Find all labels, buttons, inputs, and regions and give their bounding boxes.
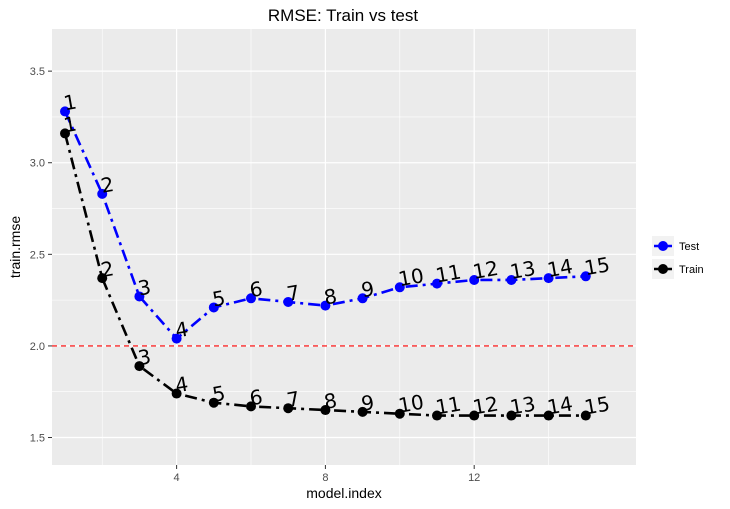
test-point — [394, 282, 405, 293]
train-point — [357, 406, 368, 417]
test-point-label: 13 — [508, 256, 537, 284]
x-axis-title: model.index — [306, 485, 382, 501]
test-point-label: 7 — [285, 280, 302, 306]
test-point — [357, 293, 368, 304]
train-point-label: 7 — [285, 386, 302, 412]
train-point-label: 9 — [359, 390, 376, 416]
train-point — [320, 405, 331, 416]
train-point-label: 11 — [434, 391, 463, 419]
train-point — [469, 410, 480, 421]
y-tick-label: 3.5 — [30, 66, 45, 78]
test-point-label: 11 — [434, 260, 463, 288]
train-point — [580, 410, 591, 421]
test-point — [246, 293, 257, 304]
train-point — [134, 361, 145, 372]
train-point — [431, 410, 442, 421]
y-axis: 1.5 2.0 2.5 3.0 3.5 — [30, 66, 52, 445]
train-point — [171, 388, 182, 399]
y-tick-label: 2.5 — [30, 249, 45, 261]
train-point — [60, 128, 71, 139]
y-tick-label: 1.5 — [30, 433, 45, 445]
major-gridlines — [52, 29, 636, 465]
train-point-label: 5 — [211, 381, 228, 407]
test-point-label: 4 — [173, 317, 190, 343]
train-point — [97, 273, 108, 284]
test-point-label: 8 — [322, 284, 339, 310]
series-points — [60, 106, 591, 421]
test-point — [97, 188, 108, 199]
test-point-label: 9 — [359, 276, 376, 302]
train-point — [283, 403, 294, 414]
plot-panel — [52, 29, 636, 465]
minor-gridlines — [52, 29, 636, 465]
x-axis: 4 8 12 — [174, 465, 480, 484]
train-point-label: 3 — [136, 344, 153, 370]
train-point-label: 1 — [62, 111, 79, 137]
test-point — [431, 278, 442, 289]
test-point-label: 15 — [582, 252, 611, 280]
train-legend-label: Train — [679, 264, 704, 276]
train-point-label: 2 — [99, 256, 116, 282]
test-point — [134, 291, 145, 302]
train-legend-point — [658, 264, 668, 274]
train-point-label: 15 — [582, 391, 611, 419]
train-point — [208, 397, 219, 408]
train-point-label: 14 — [545, 391, 574, 419]
train-point-label: 4 — [173, 372, 190, 398]
train-point-label: 13 — [508, 391, 537, 419]
legend: Test Train — [652, 236, 704, 279]
test-point-label: 5 — [211, 286, 228, 312]
y-tick-label: 3.0 — [30, 158, 45, 170]
test-point — [506, 274, 517, 285]
test-point-label: 10 — [396, 263, 425, 291]
train-point — [246, 401, 257, 412]
test-point-label: 3 — [136, 275, 153, 301]
chart-title: RMSE: Train vs test — [268, 6, 418, 25]
test-point — [208, 302, 219, 313]
x-tick-label: 4 — [174, 472, 180, 484]
train-point — [543, 410, 554, 421]
test-point-label: 12 — [471, 256, 500, 284]
test-point — [580, 271, 591, 282]
test-point-label: 1 — [62, 90, 79, 116]
train-point-label: 10 — [396, 390, 425, 418]
train-point-label: 12 — [471, 391, 500, 419]
test-point-label: 2 — [99, 172, 116, 198]
y-tick-label: 2.0 — [30, 341, 45, 353]
test-legend-point — [658, 241, 668, 251]
x-tick-label: 8 — [322, 472, 328, 484]
test-point — [320, 300, 331, 311]
x-tick-label: 12 — [468, 472, 480, 484]
y-axis-title: train.rmse — [7, 216, 23, 278]
test-point — [469, 274, 480, 285]
train-point-label: 6 — [248, 384, 265, 410]
test-point — [283, 296, 294, 307]
test-legend-label: Test — [679, 241, 699, 253]
train-point — [394, 408, 405, 419]
test-point — [60, 106, 71, 117]
train-point — [506, 410, 517, 421]
train-point-label: 8 — [322, 388, 339, 414]
train-series-line — [63, 133, 586, 417]
test-point — [543, 273, 554, 284]
test-point-label: 14 — [545, 254, 574, 282]
test-point-label: 6 — [248, 276, 265, 302]
test-point — [171, 333, 182, 344]
